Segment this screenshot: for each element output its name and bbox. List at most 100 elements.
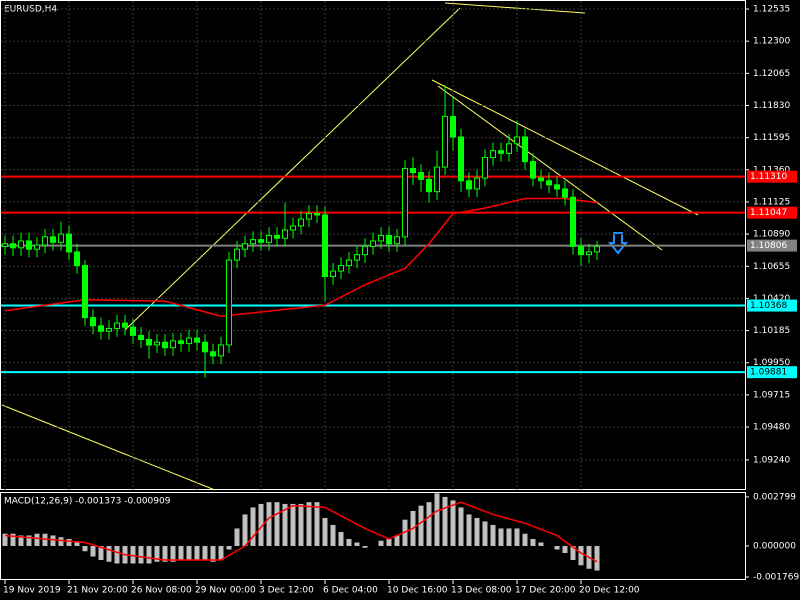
candle-body: [346, 259, 352, 267]
macd-bar: [274, 502, 280, 546]
candle-body: [282, 229, 288, 239]
macd-bar: [42, 533, 48, 546]
macd-bar: [330, 524, 336, 546]
macd-bar: [570, 545, 576, 561]
candle-body: [538, 177, 544, 182]
candle-body: [34, 244, 40, 250]
candle-body: [554, 184, 560, 190]
trend-line: [437, 85, 663, 251]
macd-bar: [378, 540, 384, 546]
y-tick-label: 1.12300: [753, 37, 790, 47]
x-tick-label: 20 Dec 12:00: [579, 586, 640, 596]
candle-body: [298, 218, 304, 227]
macd-bar: [114, 545, 120, 564]
level-label-box: [747, 299, 797, 312]
x-tick-label: 26 Nov 08:00: [131, 586, 192, 596]
candle-body: [26, 240, 32, 250]
candle-body: [426, 178, 432, 193]
macd-title: MACD(12,26,9) -0.001373 -0.000909: [4, 497, 171, 507]
macd-bar: [506, 528, 512, 546]
macd-bar: [426, 502, 432, 546]
candle-body: [522, 136, 528, 163]
candle-body: [474, 177, 480, 190]
macd-bar: [18, 535, 24, 546]
macd-bar: [490, 524, 496, 546]
y-tick-label: 1.11830: [753, 101, 790, 111]
candle-body: [154, 341, 160, 346]
macd-bar: [258, 503, 264, 546]
macd-bar: [314, 502, 320, 546]
candle-body: [146, 338, 152, 346]
macd-bar: [154, 545, 160, 562]
candle-body: [186, 337, 192, 345]
candle-body: [50, 236, 56, 243]
macd-bar: [58, 537, 64, 546]
level-label: 1.10368: [750, 301, 787, 311]
macd-bar: [242, 514, 248, 546]
candle-body: [546, 180, 552, 186]
y-tick-label: 1.10420: [753, 294, 790, 304]
macd-bar: [338, 531, 344, 546]
y-tick-label: -0.001769: [753, 573, 799, 583]
candle-body: [354, 254, 360, 261]
candle-body: [130, 326, 136, 336]
candle-body: [402, 167, 408, 238]
trend-line: [444, 2, 586, 14]
y-tick-label: 1.11125: [753, 197, 790, 207]
level-label-box: [747, 366, 797, 379]
candle-body: [306, 213, 312, 220]
macd-bar: [394, 535, 400, 546]
candle-body: [66, 233, 72, 253]
y-tick-label: 1.10655: [753, 262, 790, 272]
macd-bar: [474, 517, 480, 546]
y-tick-label: 1.10890: [753, 230, 790, 240]
macd-bar: [138, 545, 144, 564]
trend-line: [124, 7, 461, 331]
y-tick-label: 1.09950: [753, 358, 790, 368]
candle-body: [122, 322, 128, 328]
candle-body: [514, 136, 520, 145]
candle-body: [578, 245, 584, 256]
macd-bar: [418, 505, 424, 546]
macd-bar: [346, 538, 352, 546]
candle-body: [498, 150, 504, 154]
trend-lines: [1, 2, 699, 491]
macd-bar: [250, 507, 256, 546]
trend-line: [431, 79, 699, 216]
macd-bar: [178, 545, 184, 561]
candle-body: [370, 240, 376, 247]
macd-bar: [234, 528, 240, 546]
x-tick-label: 6 Dec 04:00: [323, 586, 378, 596]
candle-body: [250, 239, 256, 245]
candle-body: [450, 115, 456, 138]
macd-bar: [282, 503, 288, 546]
macd-bar: [442, 496, 448, 546]
y-tick-label: 1.10185: [753, 326, 790, 336]
candle-body: [562, 188, 568, 198]
candle-body: [482, 156, 488, 179]
candle-body: [458, 136, 464, 182]
macd-bar: [50, 535, 56, 546]
macd-bar: [34, 533, 40, 546]
macd-bar: [322, 517, 328, 546]
candle-body: [74, 251, 80, 267]
candle-body: [2, 243, 8, 247]
candle-body: [42, 236, 48, 246]
moving-average: [4, 197, 598, 317]
macd-bar: [450, 500, 456, 546]
candle-body: [442, 115, 448, 168]
y-tick-label: 0.002799: [753, 492, 796, 502]
candle-body: [314, 213, 320, 216]
macd-bar: [522, 533, 528, 546]
candle-body: [586, 251, 592, 256]
candle-body: [322, 214, 328, 278]
macd-bar: [2, 533, 8, 546]
macd-bar: [106, 545, 112, 562]
candle-body: [338, 265, 344, 272]
macd-bar: [298, 503, 304, 546]
macd-bar: [66, 538, 72, 546]
candle-body: [218, 344, 224, 357]
sell-arrow: [607, 232, 629, 255]
